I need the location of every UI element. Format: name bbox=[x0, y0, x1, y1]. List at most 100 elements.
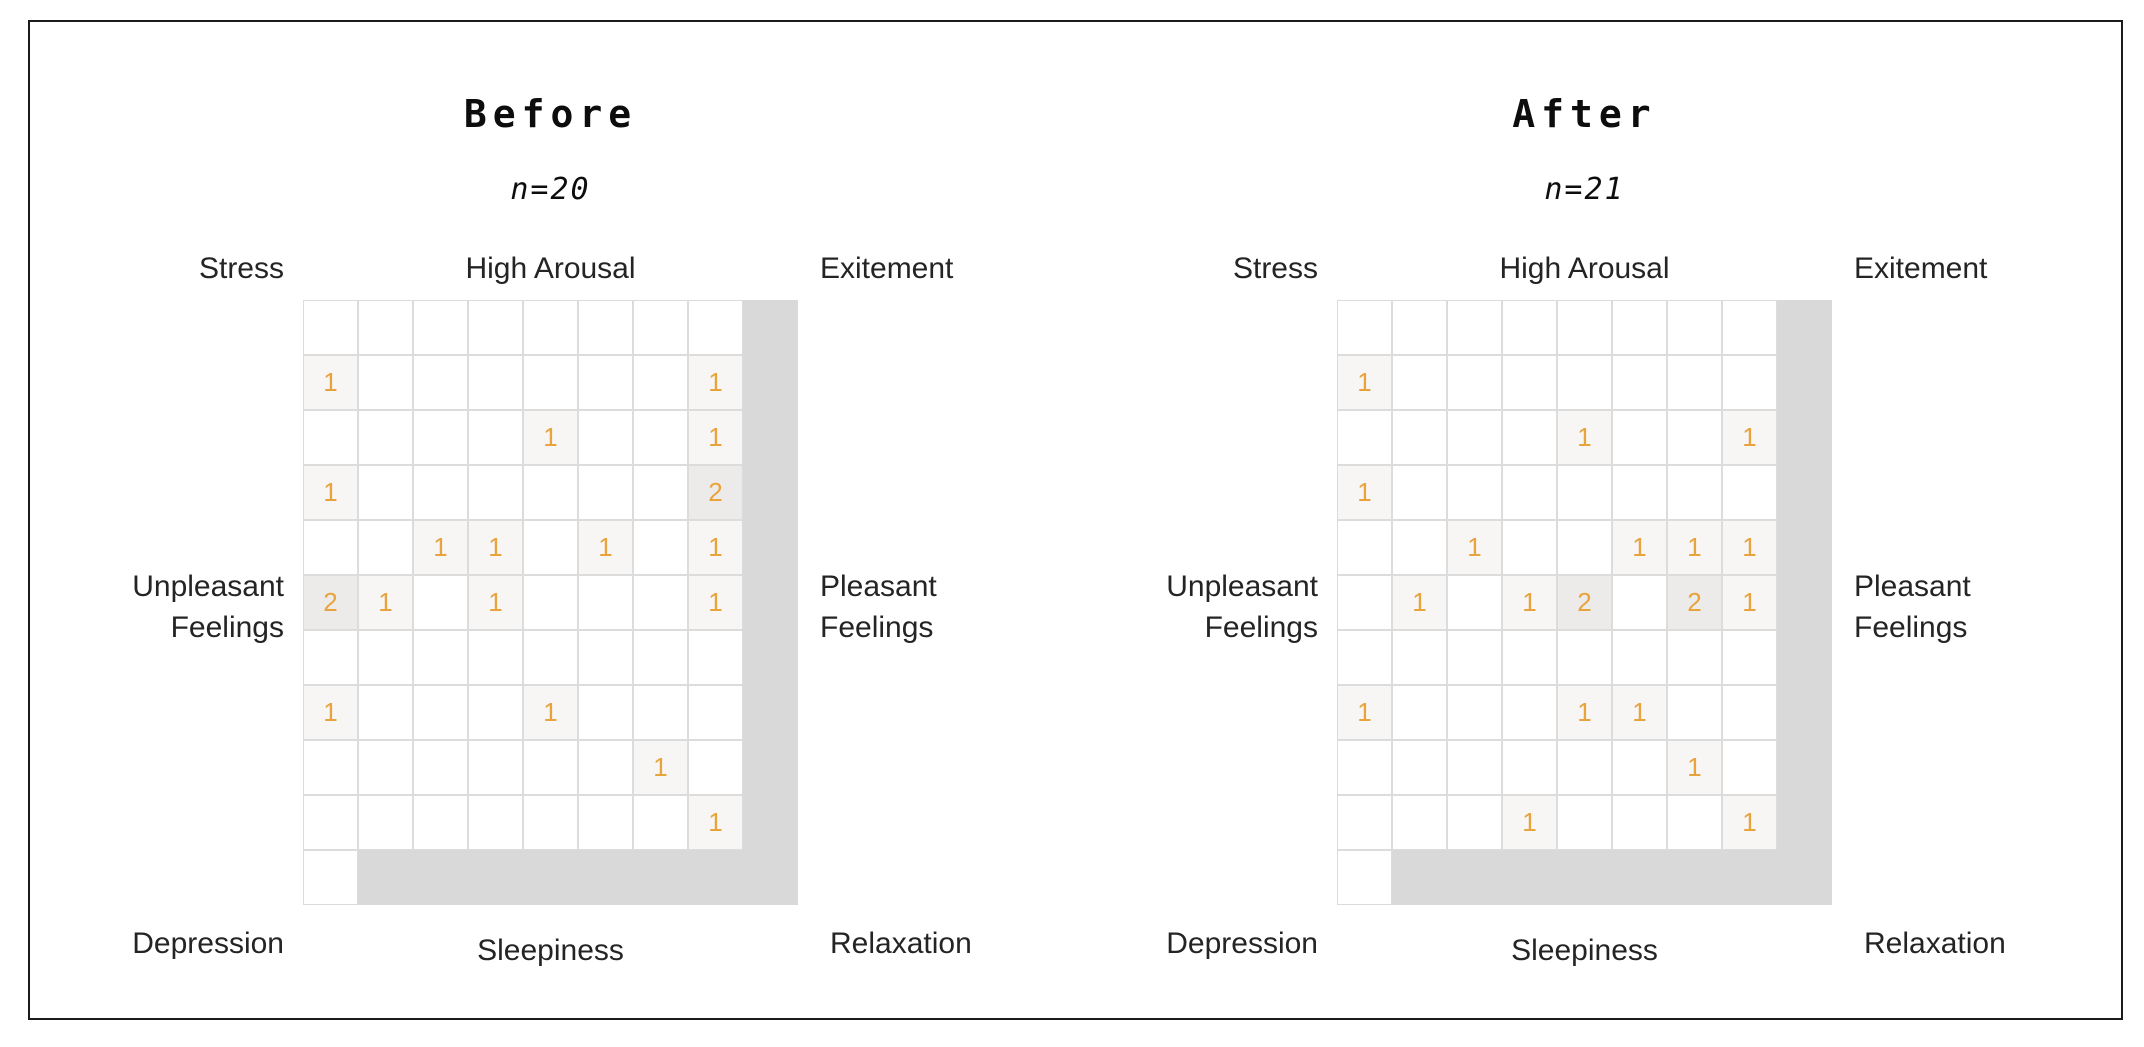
grid-cell bbox=[1392, 795, 1447, 850]
label-pleasant-feelings: Pleasant Feelings bbox=[1854, 566, 1971, 648]
grid-cell bbox=[1722, 300, 1777, 355]
mask-cell bbox=[1777, 410, 1832, 465]
grid-cell bbox=[468, 795, 523, 850]
grid-cell bbox=[413, 795, 468, 850]
label-high-arousal: High Arousal bbox=[1499, 252, 1670, 285]
grid-cell: 1 bbox=[1667, 740, 1722, 795]
grid-cell bbox=[633, 355, 688, 410]
mask-cell bbox=[743, 575, 798, 630]
grid-cell bbox=[688, 685, 743, 740]
grid-cell bbox=[1557, 300, 1612, 355]
grid-cell: 1 bbox=[633, 740, 688, 795]
panel-before: Before n=20 Stress High Arousal Exitemen… bbox=[28, 20, 1090, 1020]
grid-cell: 1 bbox=[303, 465, 358, 520]
label-sleepiness: Sleepiness bbox=[477, 934, 624, 967]
grid-cell bbox=[303, 740, 358, 795]
mask-cell bbox=[1722, 850, 1777, 905]
label-relaxation: Relaxation bbox=[830, 927, 972, 960]
grid-cell: 1 bbox=[1612, 685, 1667, 740]
label-unpleasant-line1: Unpleasant bbox=[132, 570, 284, 603]
grid-cell bbox=[1667, 630, 1722, 685]
grid-cell: 1 bbox=[1722, 410, 1777, 465]
grid-cell bbox=[523, 740, 578, 795]
label-unpleasant-line1: Unpleasant bbox=[1166, 570, 1318, 603]
grid-cell bbox=[1502, 520, 1557, 575]
mask-cell bbox=[688, 850, 743, 905]
grid-cell bbox=[303, 795, 358, 850]
grid-cell bbox=[1392, 300, 1447, 355]
grid-cell bbox=[1722, 740, 1777, 795]
mask-cell bbox=[1777, 630, 1832, 685]
grid-cell: 2 bbox=[1667, 575, 1722, 630]
grid-cell bbox=[1392, 465, 1447, 520]
grid-cell: 1 bbox=[523, 410, 578, 465]
panel-subtitle-after: n=21 bbox=[1544, 172, 1625, 207]
panel-subtitle-before: n=20 bbox=[510, 172, 591, 207]
grid-cell bbox=[633, 575, 688, 630]
grid-cell bbox=[578, 465, 633, 520]
grid-cell bbox=[1667, 685, 1722, 740]
grid-cell bbox=[523, 300, 578, 355]
grid-cell bbox=[303, 850, 358, 905]
grid-cell bbox=[468, 630, 523, 685]
grid-cell bbox=[358, 740, 413, 795]
mask-cell bbox=[633, 850, 688, 905]
grid-cell bbox=[1612, 300, 1667, 355]
label-pleasant-feelings: Pleasant Feelings bbox=[820, 566, 937, 648]
mask-cell bbox=[1392, 850, 1447, 905]
mask-cell bbox=[743, 850, 798, 905]
grid-cell bbox=[1557, 630, 1612, 685]
grid-cell bbox=[1502, 355, 1557, 410]
grid-cell: 1 bbox=[1502, 575, 1557, 630]
grid-cell bbox=[633, 520, 688, 575]
mask-cell bbox=[743, 355, 798, 410]
label-sleepiness: Sleepiness bbox=[1511, 934, 1658, 967]
grid-cell: 1 bbox=[1667, 520, 1722, 575]
mask-cell bbox=[523, 850, 578, 905]
grid-cell bbox=[1502, 465, 1557, 520]
grid-cell bbox=[1722, 355, 1777, 410]
mask-cell bbox=[1777, 520, 1832, 575]
grid-cell bbox=[1722, 465, 1777, 520]
grid-cell bbox=[1337, 410, 1392, 465]
grid-cell: 1 bbox=[358, 575, 413, 630]
grid-cell bbox=[1612, 740, 1667, 795]
grid-cell bbox=[1392, 740, 1447, 795]
grid-cell bbox=[303, 410, 358, 465]
grid-cell bbox=[1337, 630, 1392, 685]
mask-cell bbox=[1777, 300, 1832, 355]
grid-cell: 1 bbox=[1722, 795, 1777, 850]
grid-cell bbox=[523, 575, 578, 630]
grid-cell bbox=[1557, 355, 1612, 410]
grid-cell bbox=[1447, 355, 1502, 410]
panel-title-after: After bbox=[1512, 92, 1657, 136]
grid-cell bbox=[358, 520, 413, 575]
grid-cell bbox=[413, 740, 468, 795]
grid-cell bbox=[1392, 630, 1447, 685]
label-relaxation: Relaxation bbox=[1864, 927, 2006, 960]
grid-cell bbox=[1502, 740, 1557, 795]
grid-cell bbox=[303, 300, 358, 355]
mask-cell bbox=[1777, 740, 1832, 795]
mask-cell bbox=[578, 850, 633, 905]
grid-cell bbox=[1612, 465, 1667, 520]
grid-cell: 1 bbox=[1722, 575, 1777, 630]
label-depression: Depression bbox=[132, 927, 284, 960]
mask-cell bbox=[743, 410, 798, 465]
label-excitement: Exitement bbox=[820, 252, 954, 285]
label-unpleasant-feelings: Unpleasant Feelings bbox=[1062, 566, 1318, 648]
grid-cell bbox=[1667, 410, 1722, 465]
grid-cell bbox=[1502, 685, 1557, 740]
grid-cell bbox=[1447, 465, 1502, 520]
label-stress: Stress bbox=[1232, 252, 1318, 285]
grid-cell bbox=[578, 355, 633, 410]
grid-cell bbox=[1557, 795, 1612, 850]
mask-cell bbox=[358, 850, 413, 905]
grid-cell bbox=[1447, 740, 1502, 795]
grid-cell: 1 bbox=[468, 575, 523, 630]
grid-cell bbox=[578, 630, 633, 685]
grid-cell: 1 bbox=[303, 355, 358, 410]
grid-cell bbox=[633, 465, 688, 520]
